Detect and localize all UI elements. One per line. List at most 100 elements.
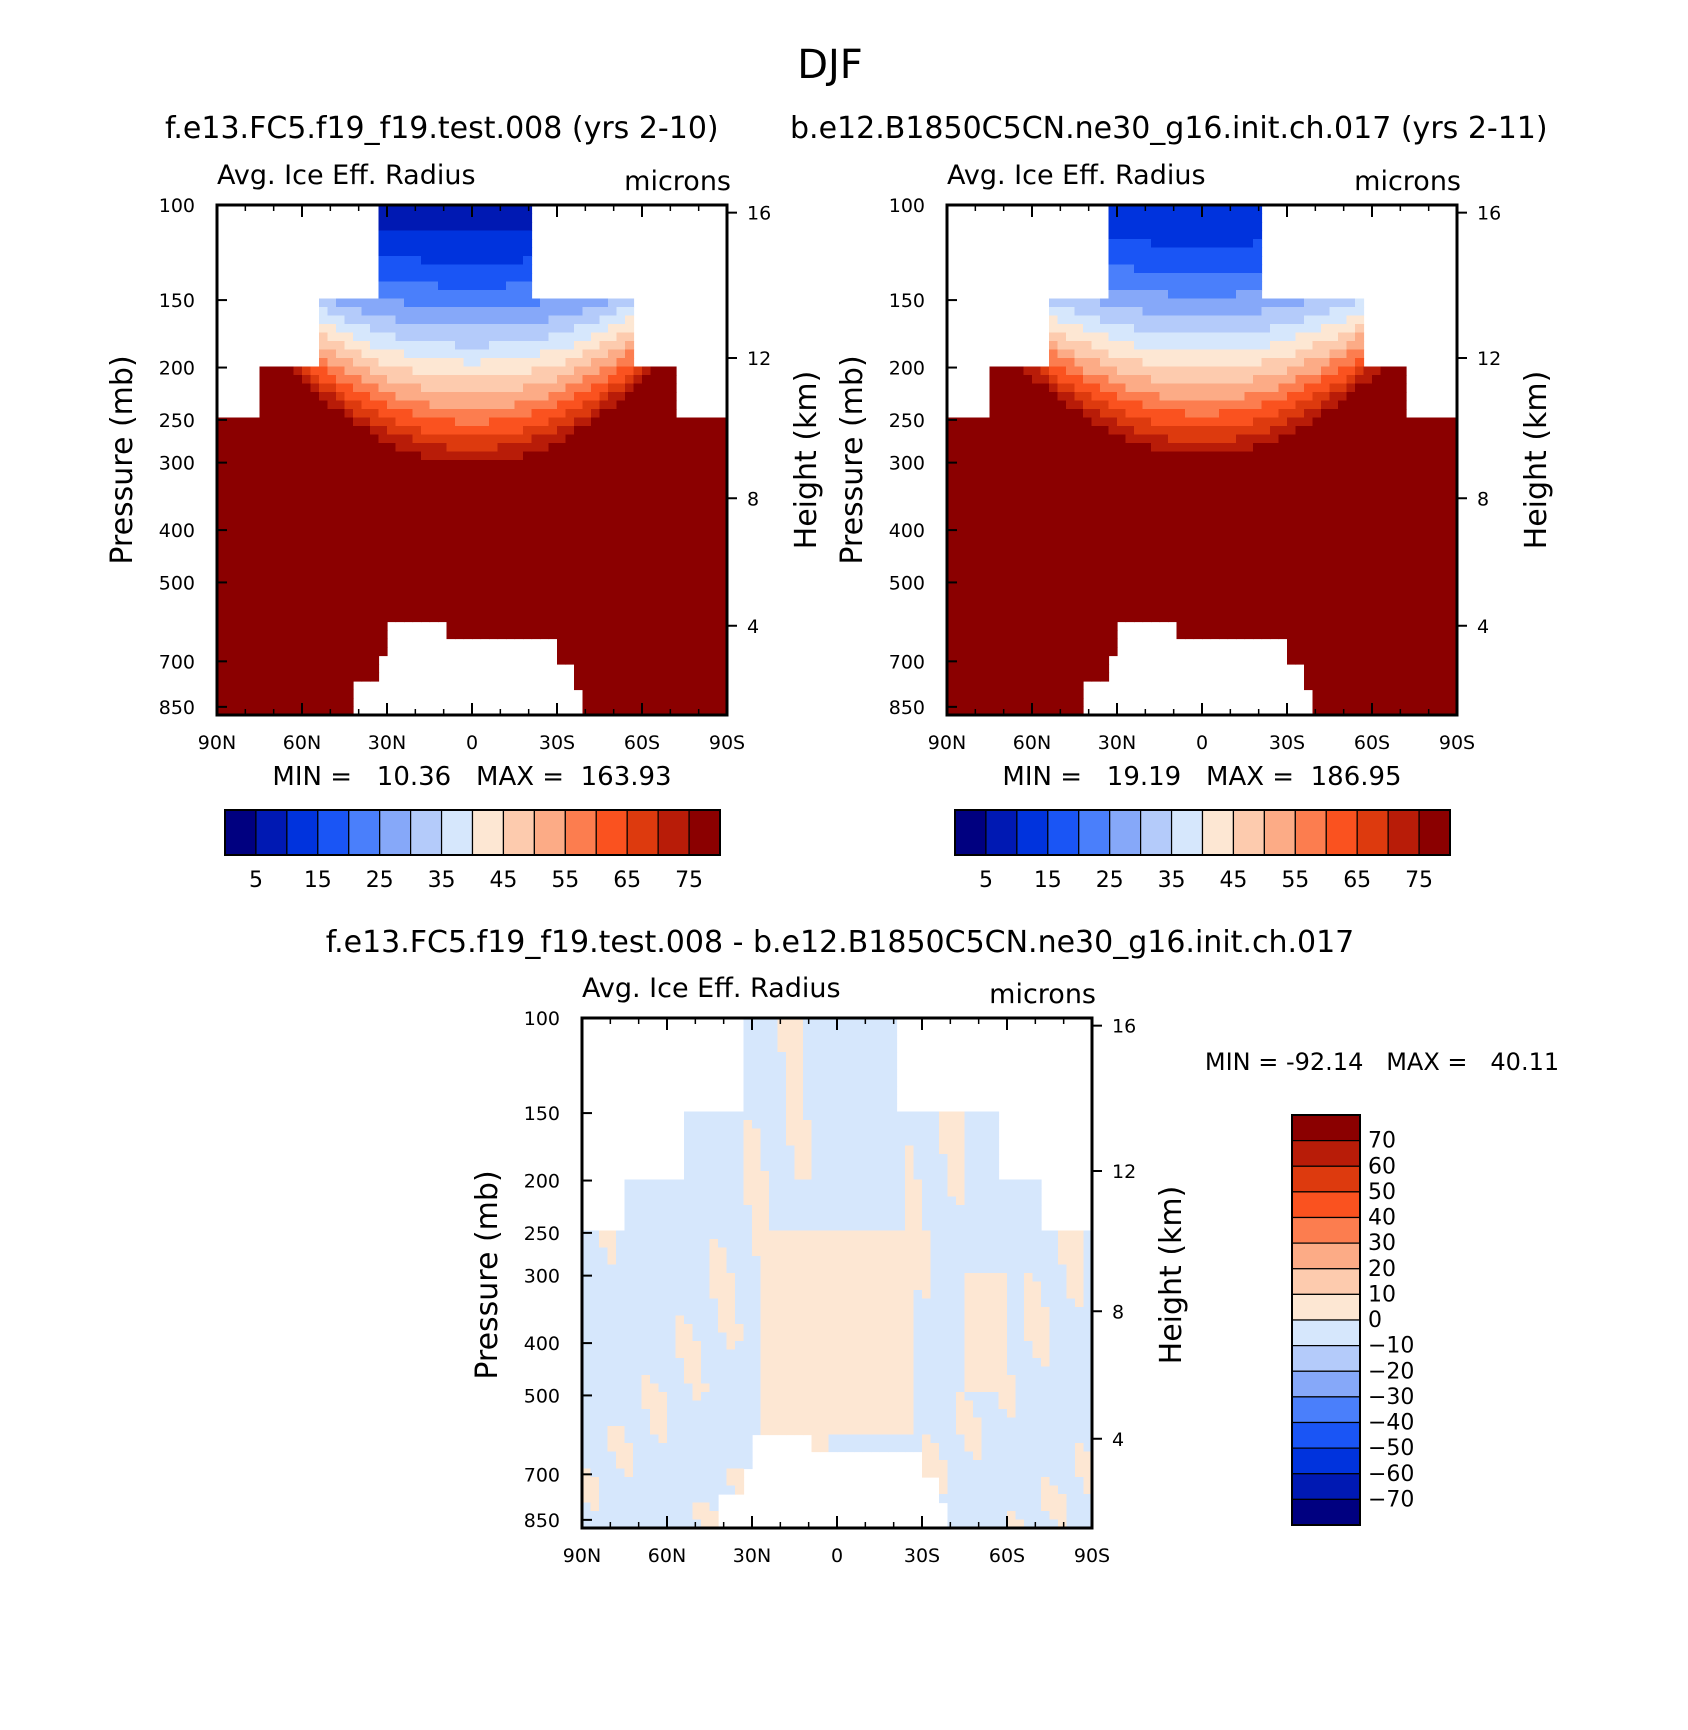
field-cell bbox=[438, 536, 448, 546]
field-cell bbox=[1032, 536, 1042, 546]
field-cell bbox=[1117, 222, 1127, 232]
field-cell bbox=[574, 630, 584, 640]
field-cell bbox=[1329, 698, 1339, 708]
field-cell bbox=[1134, 596, 1144, 606]
field-cell bbox=[310, 417, 320, 427]
field-cell bbox=[302, 672, 312, 682]
field-cell bbox=[718, 468, 727, 478]
field-cell bbox=[1185, 621, 1195, 631]
colorbar-box bbox=[348, 809, 381, 856]
field-cell bbox=[472, 298, 482, 308]
field-cell bbox=[989, 409, 999, 419]
field-cell bbox=[650, 443, 660, 453]
field-cell bbox=[998, 689, 1008, 699]
field-cell bbox=[1236, 460, 1246, 470]
field-cell bbox=[557, 630, 567, 640]
field-cell bbox=[234, 536, 244, 546]
field-cell bbox=[625, 570, 635, 580]
field-cell bbox=[1023, 409, 1033, 419]
field-cell bbox=[548, 511, 558, 521]
field-cell bbox=[591, 443, 601, 453]
field-cell bbox=[1312, 375, 1322, 385]
field-cell bbox=[998, 698, 1008, 708]
field-cell bbox=[370, 562, 380, 572]
field-cell bbox=[667, 392, 677, 402]
field-cell bbox=[302, 689, 312, 699]
field-cell bbox=[1270, 545, 1280, 555]
field-cell bbox=[1210, 349, 1220, 359]
field-cell bbox=[1321, 400, 1331, 410]
field-cell bbox=[514, 307, 524, 317]
field-cell bbox=[421, 451, 431, 461]
field-cell bbox=[1312, 494, 1322, 504]
field-cell bbox=[1049, 553, 1059, 563]
field-cell bbox=[1202, 366, 1212, 376]
field-cell bbox=[625, 298, 635, 308]
field-cell bbox=[438, 587, 448, 597]
field-cell bbox=[319, 324, 329, 334]
field-cell bbox=[336, 655, 346, 665]
field-cell bbox=[1023, 630, 1033, 640]
panel-1-colorbar: 5 15 25 35 45 55 65 75 bbox=[224, 809, 721, 893]
field-cell bbox=[285, 553, 295, 563]
field-cell bbox=[1168, 383, 1178, 393]
field-cell bbox=[1329, 570, 1339, 580]
field-cell bbox=[1219, 222, 1229, 232]
field-cell bbox=[1270, 460, 1280, 470]
field-cell bbox=[1142, 434, 1152, 444]
field-cell bbox=[412, 332, 422, 342]
field-cell bbox=[659, 468, 669, 478]
field-cell bbox=[285, 698, 295, 708]
field-cell bbox=[344, 562, 354, 572]
field-cell bbox=[387, 400, 397, 410]
field-cell bbox=[259, 562, 269, 572]
field-cell bbox=[523, 443, 533, 453]
field-cell bbox=[429, 273, 439, 283]
field-cell bbox=[1032, 477, 1042, 487]
field-cell bbox=[718, 553, 727, 563]
field-cell bbox=[446, 536, 456, 546]
field-cell bbox=[1176, 443, 1186, 453]
field-cell bbox=[1032, 460, 1042, 470]
field-cell bbox=[319, 706, 329, 715]
field-cell bbox=[285, 587, 295, 597]
field-cell bbox=[1193, 273, 1203, 283]
field-cell bbox=[667, 672, 677, 682]
field-cell bbox=[327, 332, 337, 342]
field-cell bbox=[1176, 205, 1186, 215]
field-cell bbox=[1270, 485, 1280, 495]
field-cell bbox=[1066, 366, 1076, 376]
field-cell bbox=[1125, 349, 1135, 359]
field-cell bbox=[302, 562, 312, 572]
field-cell bbox=[489, 570, 499, 580]
field-cell bbox=[1278, 596, 1288, 606]
field-cell bbox=[285, 613, 295, 623]
field-cell bbox=[225, 545, 235, 555]
field-cell bbox=[497, 451, 507, 461]
field-cell bbox=[353, 392, 363, 402]
field-cell bbox=[1176, 596, 1186, 606]
field-cell bbox=[259, 596, 269, 606]
field-cell bbox=[1091, 502, 1101, 512]
field-cell bbox=[1108, 502, 1118, 512]
field-cell bbox=[633, 706, 643, 715]
field-cell bbox=[395, 451, 405, 461]
field-cell bbox=[1321, 579, 1331, 589]
field-cell bbox=[1168, 247, 1178, 257]
field-cell bbox=[599, 519, 609, 529]
field-cell bbox=[1049, 400, 1059, 410]
field-cell bbox=[1244, 443, 1254, 453]
field-cell bbox=[463, 485, 473, 495]
field-cell bbox=[1040, 638, 1050, 648]
field-cell bbox=[276, 536, 286, 546]
field-cell bbox=[591, 409, 601, 419]
field-cell bbox=[225, 664, 235, 674]
field-cell bbox=[472, 587, 482, 597]
field-cell bbox=[1227, 417, 1237, 427]
field-cell bbox=[404, 443, 414, 453]
field-cell bbox=[1304, 630, 1314, 640]
field-cell bbox=[582, 341, 592, 351]
field-cell bbox=[1049, 477, 1059, 487]
field-cell bbox=[446, 409, 456, 419]
field-cell bbox=[523, 630, 533, 640]
